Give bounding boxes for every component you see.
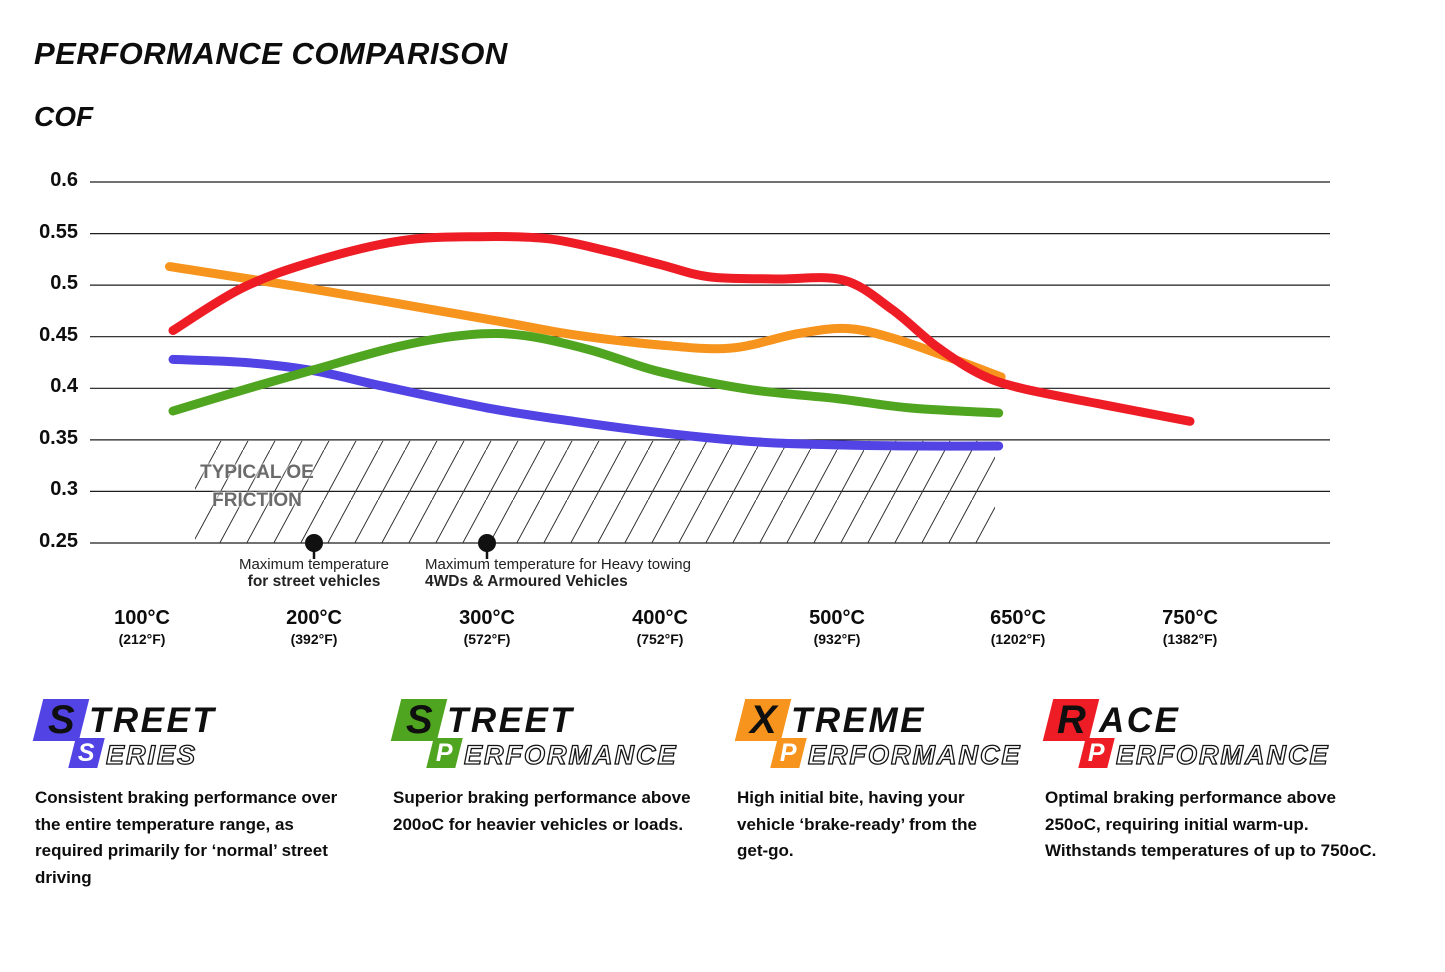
- xtreme-performance-badge-bottom: P: [770, 738, 807, 768]
- x-tick-fahrenheit: (932°F): [813, 631, 861, 647]
- y-axis-title: COF: [34, 101, 94, 132]
- logo-word-bottom: ERFORMANCE: [1115, 740, 1330, 770]
- x-tick-100: 100°C (212°F): [82, 607, 202, 647]
- curve-xtreme-performance: [165, 262, 1006, 382]
- street-series-badge-top: S: [32, 698, 90, 742]
- x-tick-celsius: 300°C: [459, 607, 515, 629]
- race-performance-badge-bottom: P: [1078, 738, 1115, 768]
- x-tick-celsius: 200°C: [286, 607, 342, 629]
- annotation-line1: Maximum temperature: [238, 556, 390, 573]
- logo-letter-bottom: P: [436, 738, 453, 767]
- legend-item-race-performance: R ACE P ERFORMANCE Optimal braking perfo…: [1042, 697, 1377, 865]
- street-performance-logo: S TREET P ERFORMANCE: [390, 697, 715, 775]
- x-tick-celsius: 750°C: [1162, 607, 1218, 629]
- xtreme-performance-description: High initial bite, having your vehicle ‘…: [737, 788, 977, 861]
- y-tick-0.35: 0.35: [39, 426, 78, 449]
- logo-letter-top: S: [405, 698, 433, 742]
- y-tick-0.3: 0.3: [50, 478, 78, 501]
- annotation-line2: 4WDs & Armoured Vehicles: [425, 573, 628, 590]
- logo-word-bottom: ERIES: [105, 740, 198, 770]
- product-legend: S TREET S ERIES Consistent braking perfo…: [0, 697, 1445, 957]
- legend-item-street-series: S TREET S ERIES Consistent braking perfo…: [32, 697, 365, 891]
- oe-friction-band: [195, 440, 995, 543]
- x-axis: 100°C (212°F) 200°C (392°F) 300°C (572°F) 400°…: [0, 607, 1445, 657]
- annotation-label-1: Maximum temperature for street vehicles: [199, 556, 429, 591]
- street-series-logo: S TREET S ERIES: [32, 697, 365, 775]
- y-tick-0.55: 0.55: [39, 220, 78, 243]
- curve-street-performance: [168, 329, 1004, 418]
- annotation-label-2: Maximum temperature for Heavy towing 4WDs…: [425, 556, 745, 591]
- logo-word-top: TREME: [791, 701, 926, 740]
- x-tick-celsius: 500°C: [809, 607, 865, 629]
- logo-word-bottom: ERFORMANCE: [807, 740, 1022, 770]
- y-tick-0.25: 0.25: [39, 530, 78, 552]
- annotation-line1: Maximum temperature for Heavy towing: [425, 556, 691, 573]
- xtreme-performance-badge-top: X: [734, 698, 792, 742]
- race-performance-badge-top: R: [1042, 698, 1100, 742]
- y-tick-0.4: 0.4: [50, 375, 78, 398]
- race-performance-logo: R ACE P ERFORMANCE: [1042, 697, 1377, 775]
- logo-word-top: TREET: [447, 701, 575, 740]
- x-tick-fahrenheit: (212°F): [118, 631, 166, 647]
- page-title: PERFORMANCE COMPARISON: [34, 36, 508, 71]
- street-series-badge-bottom: S: [68, 738, 105, 768]
- annotation-marker-2: [478, 534, 496, 552]
- logo-word-bottom: ERFORMANCE: [463, 740, 678, 770]
- y-axis: 0.6 0.55 0.5 0.45 0.4 0.35 0.3 0.25: [0, 0, 80, 680]
- x-tick-fahrenheit: (572°F): [463, 631, 511, 647]
- logo-word-top: ACE: [1099, 701, 1181, 740]
- x-tick-celsius: 100°C: [114, 607, 170, 629]
- oe-band-label-line1: TYPICAL OE: [200, 462, 314, 483]
- xtreme-performance-logo: X TREME P ERFORMANCE: [734, 697, 1020, 775]
- logo-letter-bottom: P: [780, 738, 797, 767]
- x-tick-650: 650°C (1202°F): [958, 607, 1078, 647]
- x-tick-fahrenheit: (1202°F): [990, 631, 1046, 647]
- annotation-labels: Maximum temperature for street vehicles Ma…: [0, 556, 1445, 602]
- y-tick-0.45: 0.45: [39, 323, 78, 346]
- x-tick-200: 200°C (392°F): [254, 607, 374, 647]
- annotation-marker-1: [305, 534, 323, 552]
- x-tick-fahrenheit: (1382°F): [1162, 631, 1218, 647]
- logo-word-top: TREET: [89, 701, 217, 740]
- x-tick-celsius: 400°C: [632, 607, 688, 629]
- x-tick-500: 500°C (932°F): [777, 607, 897, 647]
- x-tick-750: 750°C (1382°F): [1130, 607, 1250, 647]
- logo-letter-top: S: [47, 698, 75, 742]
- y-tick-0.5: 0.5: [50, 272, 78, 295]
- street-performance-badge-top: S: [390, 698, 448, 742]
- performance-chart: [90, 181, 1330, 559]
- x-tick-300: 300°C (572°F): [427, 607, 547, 647]
- street-performance-badge-bottom: P: [426, 738, 463, 768]
- race-performance-description: Optimal braking performance above 250oC,…: [1045, 788, 1377, 861]
- oe-band-label-line2: FRICTION: [212, 490, 302, 512]
- logo-letter-bottom: P: [1088, 738, 1105, 767]
- curve-race-performance: [168, 232, 1195, 426]
- logo-letter-top: X: [749, 698, 777, 742]
- annotation-line2: for street vehicles: [247, 573, 381, 590]
- legend-item-street-performance: S TREET P ERFORMANCE Superior braking pe…: [390, 697, 715, 838]
- oe-friction-band-label: TYPICAL OE FRICTION: [190, 459, 324, 515]
- logo-letter-top: R: [1056, 698, 1086, 742]
- x-tick-fahrenheit: (392°F): [290, 631, 338, 647]
- x-tick-fahrenheit: (752°F): [636, 631, 684, 647]
- street-performance-description: Superior braking performance above 200oC…: [393, 788, 691, 834]
- x-tick-celsius: 650°C: [990, 607, 1046, 629]
- x-tick-400: 400°C (752°F): [600, 607, 720, 647]
- legend-item-xtreme-performance: X TREME P ERFORMANCE High initial bite, …: [734, 697, 1020, 865]
- logo-letter-bottom: S: [78, 738, 95, 767]
- y-tick-0.6: 0.6: [50, 169, 78, 191]
- street-series-description: Consistent braking performance over the …: [35, 788, 338, 887]
